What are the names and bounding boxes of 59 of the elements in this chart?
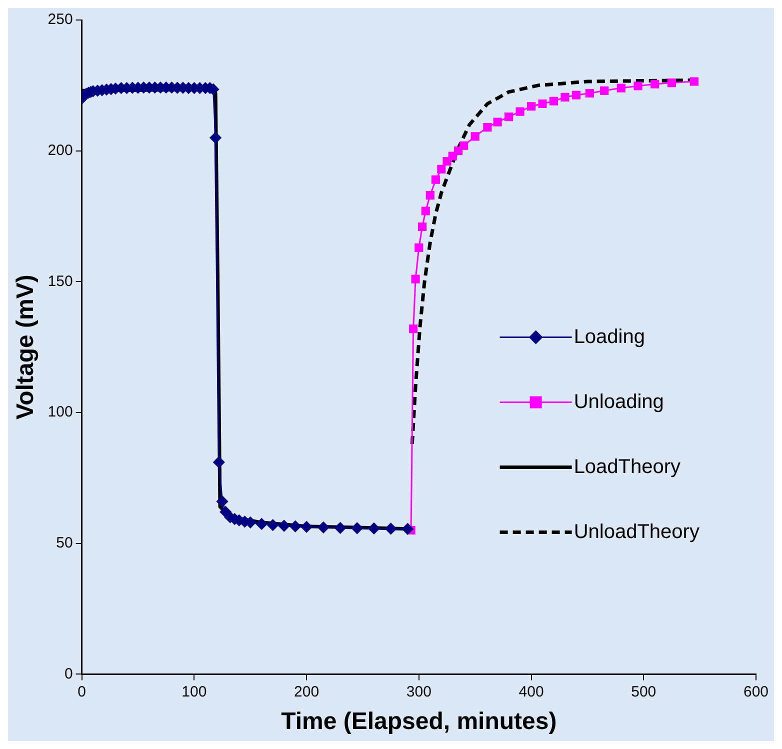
x-tick-label: 100 xyxy=(182,683,207,700)
point xyxy=(216,496,228,508)
point xyxy=(585,88,594,98)
point xyxy=(210,132,222,144)
legend-label: Unloading xyxy=(574,390,664,413)
point xyxy=(667,78,676,88)
point xyxy=(549,96,558,106)
legend-label: Loading xyxy=(574,326,645,348)
legend-label: UnloadTheory xyxy=(574,520,700,543)
point xyxy=(351,522,363,534)
point xyxy=(402,523,414,535)
point xyxy=(385,522,397,534)
y-axis-title: Voltage (mV) xyxy=(12,274,40,420)
y-tick-label: 250 xyxy=(48,11,73,28)
point xyxy=(431,175,440,184)
point xyxy=(690,77,698,86)
point xyxy=(516,107,524,116)
point xyxy=(418,222,427,232)
x-tick-label: 500 xyxy=(631,683,656,700)
x-tick-label: 0 xyxy=(78,683,86,700)
point xyxy=(470,132,480,141)
y-tick-label: 50 xyxy=(56,534,73,552)
point xyxy=(421,206,430,216)
point xyxy=(600,86,609,95)
point xyxy=(526,102,536,111)
point xyxy=(426,191,434,200)
point xyxy=(300,521,312,533)
point xyxy=(538,99,547,108)
y-tick-label: 100 xyxy=(48,404,73,421)
point xyxy=(278,520,290,532)
point xyxy=(414,243,424,252)
y-tick-label: 0 xyxy=(64,665,73,682)
point xyxy=(493,118,502,126)
point xyxy=(334,522,346,534)
point xyxy=(409,324,418,334)
x-tick-label: 300 xyxy=(406,683,432,700)
legend-label: LoadTheory xyxy=(574,456,681,478)
y-tick-label: 150 xyxy=(48,272,73,290)
point xyxy=(572,90,581,100)
point xyxy=(256,518,268,530)
point xyxy=(483,123,492,132)
x-tick-label: 200 xyxy=(294,683,320,700)
point xyxy=(504,112,514,122)
point xyxy=(634,82,642,90)
point xyxy=(560,92,570,102)
point xyxy=(650,80,660,88)
y-tick-label: 200 xyxy=(48,142,73,159)
point xyxy=(267,519,279,531)
point xyxy=(368,522,380,534)
point xyxy=(213,456,225,468)
point xyxy=(616,84,626,92)
point xyxy=(460,141,468,150)
point xyxy=(437,164,446,174)
point xyxy=(290,520,302,532)
point xyxy=(411,274,420,284)
x-axis-title: Time (Elapsed, minutes) xyxy=(281,708,557,736)
x-tick-label: 400 xyxy=(518,683,544,700)
point xyxy=(318,522,330,534)
x-tick-label: 600 xyxy=(743,683,769,700)
